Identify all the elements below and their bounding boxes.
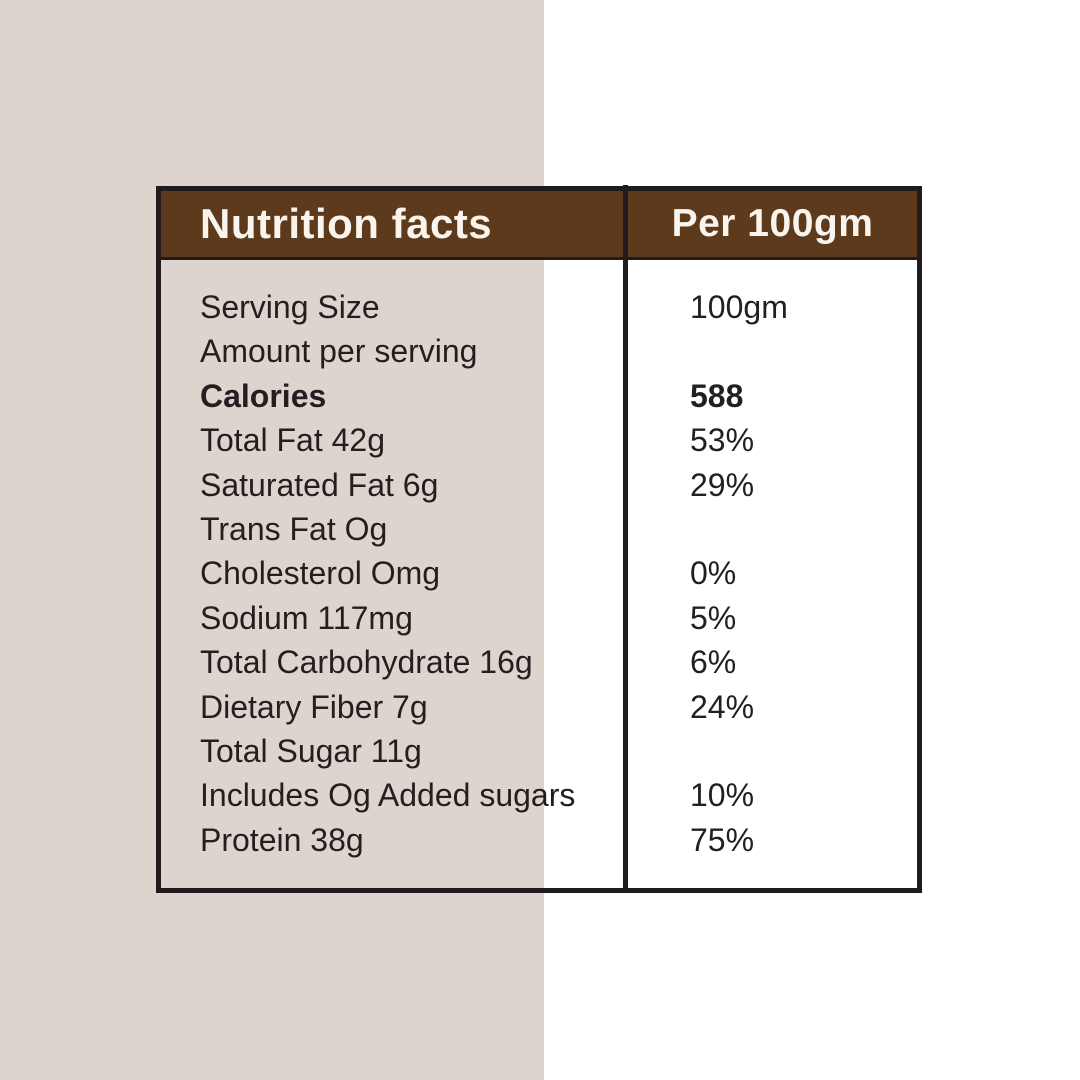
row-value: 10% [690,777,755,814]
row-label: Dietary Fiber 7g [200,688,428,725]
table-row-total-carbohydrate: Total Carbohydrate 16g 6% [161,640,917,684]
row-value: 588 [690,377,744,414]
table-row-total-fat: Total Fat 42g 53% [161,418,917,462]
row-value: 29% [690,466,755,503]
row-value [628,729,917,773]
table-row-trans-fat: Trans Fat Og [161,507,917,551]
column-divider [623,185,628,893]
row-value: 6% [690,644,737,681]
row-value: 75% [690,821,755,858]
table-header: Nutrition facts Per 100gm [161,191,917,260]
table-row-sodium: Sodium 117mg 5% [161,596,917,640]
table-row-serving-size: Serving Size 100gm [161,285,917,329]
row-value [628,329,917,373]
row-label: Saturated Fat 6g [200,466,439,503]
row-label: Amount per serving [200,333,478,370]
row-value: 5% [690,599,737,636]
table-row-added-sugars: Includes Og Added sugars 10% [161,773,917,817]
row-label: Cholesterol Omg [200,555,441,592]
column-header-per-100gm: Per 100gm [671,202,874,245]
row-value [628,507,917,551]
table-row-calories: Calories 588 [161,374,917,418]
row-label: Total Fat 42g [200,422,385,459]
row-label: Total Carbohydrate 16g [200,644,533,681]
row-label: Trans Fat Og [200,511,388,548]
table-title: Nutrition facts [200,200,493,247]
row-value: 24% [690,688,755,725]
row-value: 100gm [690,289,788,325]
table-row-saturated-fat: Saturated Fat 6g 29% [161,463,917,507]
table-row-cholesterol: Cholesterol Omg 0% [161,551,917,595]
row-label: Serving Size [200,289,380,325]
table-row-protein: Protein 38g 75% [161,818,917,862]
nutrition-facts-table: Nutrition facts Per 100gm Serving Size 1… [156,185,922,893]
row-label: Protein 38g [200,821,364,858]
table-row-dietary-fiber: Dietary Fiber 7g 24% [161,685,917,729]
row-label: Total Sugar 11g [200,733,422,770]
left-background-panel [0,0,544,1080]
table-body: Serving Size 100gm Amount per serving Ca… [161,260,917,862]
row-label: Calories [200,377,327,414]
table-row-total-sugar: Total Sugar 11g [161,729,917,773]
row-label: Includes Og Added sugars [200,777,576,814]
row-value: 53% [690,422,755,459]
row-label: Sodium 117mg [200,599,413,636]
row-value: 0% [690,555,737,592]
table-row-amount-per-serving: Amount per serving [161,329,917,373]
